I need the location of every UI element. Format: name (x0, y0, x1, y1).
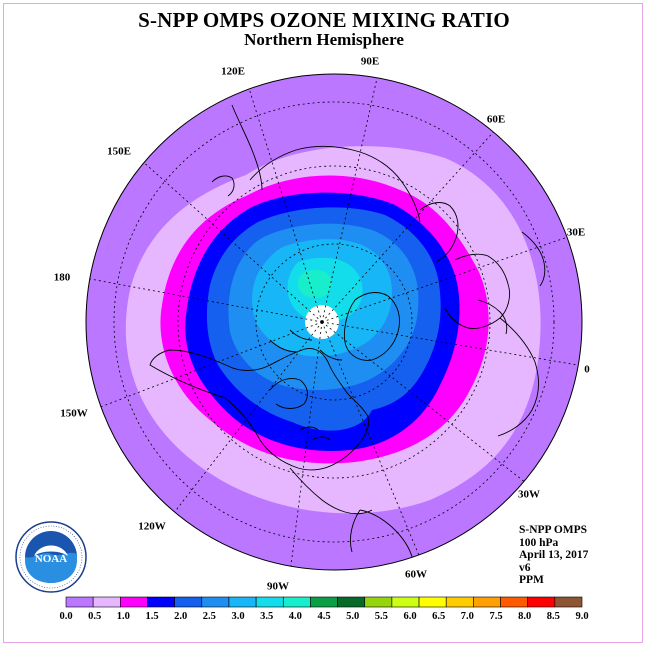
colorbar-swatch-3.0 (228, 596, 257, 608)
coast-north-america (149, 348, 370, 471)
colorbar-swatch-9.0 (554, 596, 583, 608)
coastlines (149, 104, 546, 566)
coast-arabia (521, 231, 546, 287)
longitude-label-120E: 120E (221, 66, 245, 78)
longitude-label-60W: 60W (405, 569, 427, 581)
coast-central-america (289, 467, 373, 515)
longitude-labels: 90E 60E 30E 0 30W 60W 90W 120W 150W 180 150E 120E (54, 56, 591, 593)
meridian-120E (248, 88, 323, 323)
colorbar-swatch-2.5 (201, 596, 230, 608)
colorbar-label-8.5: 8.5 (547, 611, 560, 622)
coast-asia (249, 145, 421, 223)
coast-arctic-archipelago (269, 329, 343, 361)
coast-scandinavia (419, 202, 459, 263)
info-line-units: PPM (519, 574, 544, 587)
map-title: S-NPP OMPS OZONE MIXING RATIO (138, 8, 510, 32)
meridian-60W (321, 321, 420, 556)
longitude-label-60E: 60E (487, 114, 505, 126)
longitude-label-150E: 150E (107, 146, 131, 158)
colorbar-label-0.5: 0.5 (88, 611, 101, 622)
coast-hudson-bay (269, 378, 308, 409)
colorbar-label-8.0: 8.0 (518, 611, 531, 622)
colorbar-label-0.0: 0.0 (59, 611, 72, 622)
coast-japan (211, 175, 235, 197)
coast-greenland (344, 292, 400, 361)
info-line-pressure: 100 hPa (519, 536, 559, 549)
colorbar: 0.0 0.5 1.0 1.5 2.0 2.5 3.0 3.5 4.0 4.5 5.0 5.5 6.0 6… (59, 596, 589, 622)
colorbar-swatch-4.0 (282, 596, 311, 608)
info-line-date: April 13, 2017 (519, 549, 589, 562)
coast-east-asia (231, 104, 263, 191)
colorbar-swatch-5.5 (364, 596, 393, 608)
colorbar-label-3.5: 3.5 (260, 611, 273, 622)
latitude-circle-30 (113, 101, 555, 543)
map-info-block: S-NPP OMPS 100 hPa April 13, 2017 v6 PPM (519, 524, 588, 587)
latitude-circle-50 (177, 165, 491, 479)
colorbar-label-7.0: 7.0 (461, 611, 474, 622)
longitude-label-0: 0 (584, 364, 590, 376)
meridian-30E (321, 236, 568, 323)
colorbar-label-4.0: 4.0 (289, 611, 302, 622)
colorbar-label-5.0: 5.0 (346, 611, 359, 622)
colorbar-swatch-0.5 (92, 596, 121, 608)
colorbar-swatch-7.0 (445, 596, 474, 608)
coast-africa (497, 317, 539, 437)
meridian-180 (89, 278, 323, 323)
zone-4.0-4.5 (297, 269, 332, 299)
colorbar-swatch-7.5 (473, 596, 501, 608)
colorbar-swatch-1.5 (147, 596, 175, 608)
meridian-0 (321, 321, 579, 366)
colorbar-swatch-8.5 (527, 596, 556, 608)
info-line-satellite: S-NPP OMPS (519, 524, 588, 536)
meridian-lines (89, 77, 579, 567)
graticule (89, 77, 579, 567)
meridian-90W (290, 321, 323, 567)
longitude-label-90E: 90E (361, 56, 379, 68)
coast-europe (444, 253, 511, 329)
info-line-version: v6 (519, 561, 531, 574)
longitude-label-120W: 120W (138, 521, 166, 533)
colorbar-swatch-1.0 (120, 596, 148, 608)
colorbar-swatch-8.0 (500, 596, 528, 608)
colorbar-label-1.5: 1.5 (145, 611, 158, 622)
longitude-label-30W: 30W (518, 489, 540, 501)
colorbar-label-3.0: 3.0 (231, 611, 244, 622)
map-boundary (85, 73, 583, 571)
noaa-logo-text: NOAA (35, 553, 67, 565)
longitude-label-180: 180 (54, 272, 71, 284)
longitude-label-30E: 30E (567, 227, 585, 239)
colorbar-swatch-5.0 (337, 596, 366, 608)
noaa-logo: NOAA (15, 521, 87, 593)
colorbar-swatch-3.5 (255, 596, 284, 608)
colorbar-label-6.5: 6.5 (432, 611, 445, 622)
ozone-field (86, 74, 582, 570)
longitude-label-90W: 90W (267, 581, 289, 593)
colorbar-label-1.0: 1.0 (117, 611, 130, 622)
colorbar-label-9.0: 9.0 (575, 611, 588, 622)
map-subtitle: Northern Hemisphere (244, 30, 404, 49)
longitude-label-150W: 150W (60, 408, 88, 420)
meridian-90E (321, 77, 378, 323)
colorbar-label-2.5: 2.5 (203, 611, 216, 622)
latitude-circle-70 (255, 243, 413, 401)
colorbar-label-7.5: 7.5 (489, 611, 502, 622)
colorbar-swatch-4.5 (310, 596, 338, 608)
colorbar-label-4.5: 4.5 (317, 611, 330, 622)
colorbar-swatch-6.5 (418, 596, 447, 608)
coast-south-america (349, 509, 415, 566)
coast-mediterranean (477, 299, 508, 335)
coast-great-lakes (299, 426, 331, 441)
colorbar-swatch-6.0 (391, 596, 420, 608)
colorbar-label-2.0: 2.0 (174, 611, 187, 622)
colorbar-swatch-2.0 (174, 596, 203, 608)
colorbar-swatch-0.0 (65, 596, 94, 608)
colorbar-label-5.5: 5.5 (375, 611, 388, 622)
meridian-120W (174, 321, 323, 513)
colorbar-label-6.0: 6.0 (403, 611, 416, 622)
